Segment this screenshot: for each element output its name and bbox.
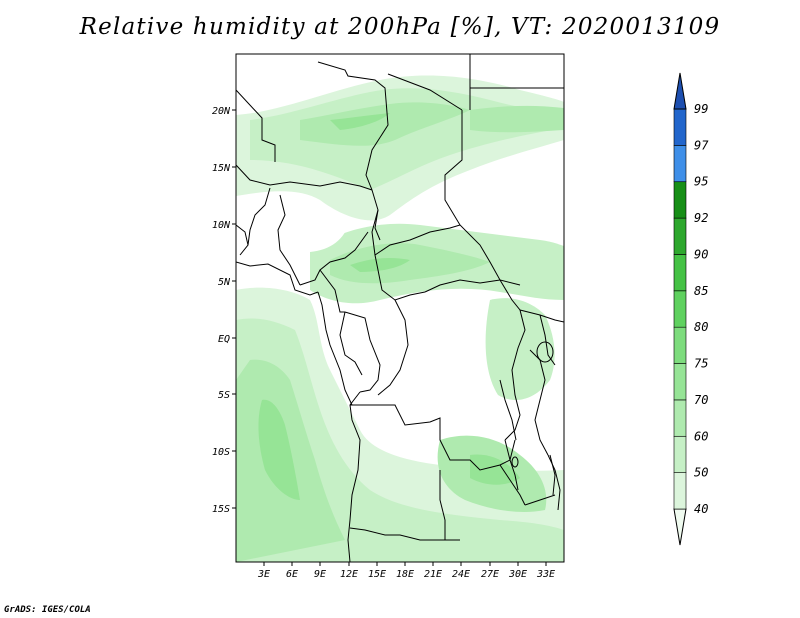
colorbar-swatch — [673, 108, 687, 146]
lon-label: 21E — [424, 569, 442, 580]
lon-label: 6E — [286, 569, 298, 580]
colorbar-min-triangle — [673, 508, 687, 546]
lon-label: 9E — [314, 569, 326, 580]
lat-label: 15S — [212, 504, 230, 515]
colorbar-label: 60 — [694, 429, 708, 443]
colorbar-label: 95 — [694, 175, 708, 189]
colorbar-swatch — [673, 145, 687, 183]
lon-label: 27E — [481, 569, 499, 580]
lat-label: 15N — [212, 163, 231, 174]
lat-label: 10N — [212, 220, 231, 231]
colorbar-label: 92 — [694, 211, 708, 225]
colorbar-label: 50 — [694, 466, 708, 480]
colorbar-swatch — [673, 290, 687, 328]
lon-label: 3E — [257, 569, 270, 580]
lat-label: 20N — [212, 106, 231, 117]
country-borders — [236, 54, 564, 562]
colorbar-label: 97 — [694, 138, 709, 152]
lat-label: 5S — [218, 390, 230, 401]
credit-text: GrADS: IGES/COLA — [4, 605, 91, 615]
colorbar-label: 40 — [694, 502, 708, 516]
colorbar-label: 75 — [694, 357, 708, 371]
colorbar-swatch — [673, 254, 687, 292]
colorbar-max-triangle — [673, 72, 687, 110]
lat-axis: 20N 15N 10N 5N EQ 5S 10S 15S — [212, 106, 236, 515]
lat-label: EQ — [218, 334, 230, 345]
lon-label: 18E — [396, 569, 414, 580]
map-frame — [235, 53, 565, 563]
lon-label: 12E — [340, 569, 358, 580]
colorbar-swatch — [673, 472, 687, 510]
colorbar-label: 80 — [694, 320, 708, 334]
colorbar-swatch — [673, 326, 687, 364]
lon-label: 33E — [536, 569, 555, 580]
colorbar-label: 85 — [694, 284, 708, 298]
lon-label: 30E — [508, 569, 527, 580]
colorbar: 40 50 60 70 75 80 85 90 92 95 97 99 — [673, 72, 709, 546]
lon-axis: 3E 6E 9E 12E 15E 18E 21E 24E 27E 30E 33E — [257, 562, 555, 580]
lat-label: 10S — [212, 447, 230, 458]
colorbar-label: 90 — [694, 247, 708, 261]
lon-label: 15E — [368, 569, 386, 580]
colorbar-swatch — [673, 399, 687, 437]
chart-title: Relative humidity at 200hPa [%], VT: 202… — [79, 14, 721, 40]
colorbar-label: 99 — [694, 102, 708, 116]
humidity-shading — [236, 75, 564, 562]
colorbar-swatch — [673, 363, 687, 401]
lat-label: 5N — [218, 277, 231, 288]
colorbar-swatch — [673, 435, 687, 473]
colorbar-swatch — [673, 181, 687, 219]
lon-label: 24E — [452, 569, 470, 580]
colorbar-label: 70 — [694, 393, 708, 407]
colorbar-swatch — [673, 217, 687, 255]
